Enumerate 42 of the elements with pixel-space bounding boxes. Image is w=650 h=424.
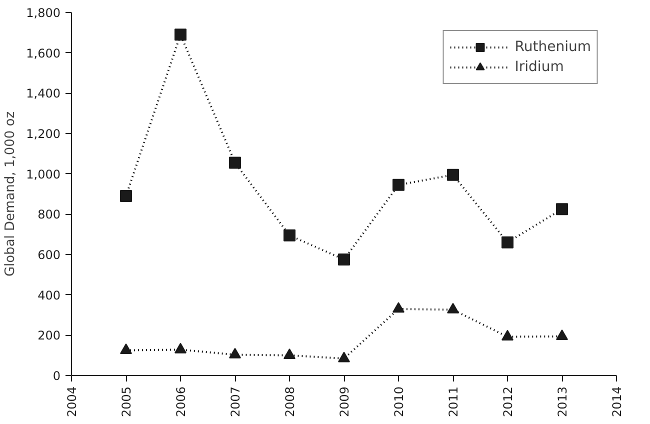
y-tick-label: 1,600: [26, 46, 61, 60]
point: [338, 352, 350, 362]
x-tick-label: 2012: [501, 386, 515, 418]
y-tick-label: 1,400: [26, 86, 61, 101]
x-tick-label: 2010: [392, 386, 406, 418]
point: [284, 348, 296, 360]
point: [338, 254, 350, 266]
point: [447, 168, 459, 181]
y-tick-label: 1,800: [26, 6, 61, 20]
y-tick-label: 1,000: [26, 167, 61, 182]
point: [556, 330, 568, 340]
x-tick-label: 2008: [283, 386, 297, 418]
x-tick-label: 2004: [65, 386, 79, 418]
y-tick-label: 600: [38, 248, 60, 262]
x-tick-label: 2014: [610, 386, 624, 418]
point: [174, 342, 186, 354]
legend-label: Ruthenium: [514, 39, 591, 55]
y-tick-label: 0: [52, 369, 61, 383]
point: [392, 302, 404, 313]
point: [447, 302, 459, 314]
point: [392, 178, 404, 191]
x-tick-label: 2005: [120, 386, 134, 418]
point: [229, 156, 241, 169]
x-tick-label: 2013: [556, 386, 570, 418]
y-tick-label: 200: [38, 328, 60, 343]
point: [174, 28, 186, 41]
y-tick-label: 400: [38, 288, 60, 302]
point: [229, 348, 241, 358]
point: [120, 190, 132, 202]
y-tick-label: 1,200: [26, 127, 61, 141]
y-tick-label: 800: [38, 208, 60, 222]
x-tick-label: 2011: [446, 386, 460, 418]
x-tick-label: 2007: [228, 386, 242, 418]
point: [502, 236, 514, 248]
x-tick-label: 2006: [174, 386, 188, 418]
point: [556, 203, 568, 216]
y-axis-title: Global Demand, 1,000 oz: [3, 111, 18, 277]
point: [502, 330, 514, 340]
x-tick-label: 2009: [338, 386, 352, 418]
point: [284, 229, 296, 242]
point: [120, 343, 132, 354]
legend-label: Iridium: [514, 59, 564, 75]
